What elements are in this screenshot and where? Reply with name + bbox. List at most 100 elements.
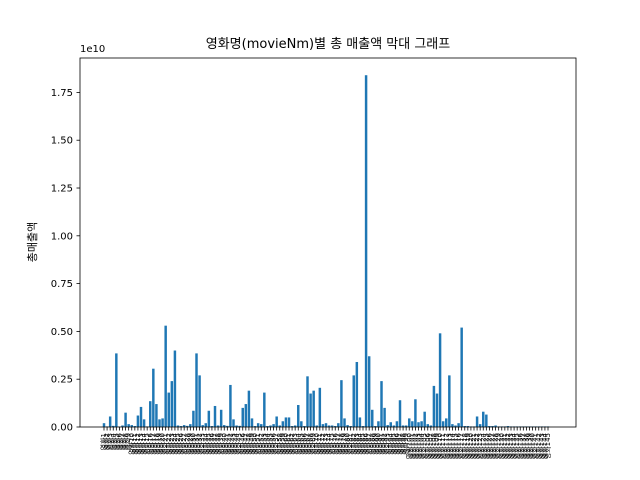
x-tick-label: 영화76 [330, 432, 339, 454]
x-tick-label: 영화37 [210, 433, 219, 455]
x-tick-label: 영화96 [392, 432, 401, 454]
bar [371, 409, 374, 427]
y-tick-label: 1.25 [51, 184, 73, 195]
bar [158, 419, 161, 427]
bar [327, 425, 331, 427]
y-offset-label: 1e10 [80, 44, 105, 55]
bar [414, 399, 417, 427]
x-tick-label: 영화101 [407, 433, 416, 459]
bar [438, 333, 442, 427]
bar [133, 426, 137, 427]
bar [482, 411, 485, 427]
bar [281, 421, 285, 427]
bar [198, 375, 201, 427]
bar [269, 425, 272, 427]
bar [303, 426, 306, 427]
bar [432, 385, 436, 427]
bar [127, 424, 130, 427]
x-tick-label: 영화102 [410, 433, 419, 459]
bar [266, 426, 269, 427]
x-tick-label: 영화137 [518, 433, 527, 459]
bar [176, 425, 180, 427]
bar [130, 425, 133, 427]
x-tick-label: 영화6 [114, 432, 123, 450]
x-tick-label: 영화83 [352, 433, 361, 455]
x-tick-label: 영화69 [309, 433, 318, 455]
x-tick-label: 영화131 [500, 433, 509, 459]
x-tick-label: 영화72 [318, 433, 327, 455]
bar [435, 393, 439, 427]
y-tick-label: 1.00 [51, 231, 73, 242]
x-tick-label: 영화71 [315, 433, 324, 455]
bar [306, 376, 309, 427]
x-tick-label: 영화116 [454, 432, 463, 459]
x-tick-label: 영화8 [121, 433, 130, 450]
x-tick-label: 영화112 [441, 433, 450, 459]
x-tick-label: 영화42 [225, 433, 234, 455]
x-tick-label: 영화90 [373, 433, 382, 455]
bar [210, 426, 214, 427]
x-tick-label: 영화97 [395, 433, 404, 455]
x-tick-label: 영화103 [414, 433, 423, 459]
y-tick-label: 0.25 [51, 375, 73, 386]
y-tick-label: 1.50 [51, 136, 73, 147]
y-axis-label: 총매출액 [26, 222, 39, 262]
bar [149, 401, 152, 427]
bar [441, 421, 445, 427]
bar [386, 425, 389, 427]
x-tick-label: 영화41 [222, 433, 231, 455]
bar [417, 422, 420, 427]
bar [263, 392, 266, 427]
x-tick-label: 영화114 [447, 432, 456, 459]
bar [408, 418, 411, 427]
bar [284, 417, 288, 427]
x-tick-label: 영화67 [303, 433, 312, 455]
bar [334, 426, 337, 427]
x-tick-label: 영화13 [136, 433, 145, 455]
x-tick-label: 영화17 [148, 433, 157, 455]
bar [361, 426, 365, 427]
bar [244, 404, 248, 427]
x-tick-label: 영화122 [472, 433, 481, 459]
chart-title: 영화명(movieNm)별 총 매출액 막대 그래프 [206, 37, 451, 52]
x-tick-label: 영화86 [361, 432, 370, 454]
x-tick-label: 영화100 [404, 433, 413, 459]
x-tick-label: 영화140 [528, 433, 537, 459]
bar [290, 426, 294, 427]
x-tick-label: 영화143 [537, 433, 546, 459]
x-tick-label: 영화51 [253, 433, 262, 455]
x-tick-label: 영화44 [232, 432, 241, 454]
x-tick-label: 영화113 [444, 433, 453, 459]
x-tick-label: 영화144 [540, 432, 549, 459]
bar [250, 418, 254, 427]
x-tick-label: 영화98 [398, 433, 407, 455]
x-tick-label: 영화61 [284, 433, 293, 455]
x-tick-label: 영화107 [426, 433, 435, 459]
bar [213, 405, 217, 427]
bar [389, 422, 392, 427]
x-tick-label: 영화4 [108, 432, 117, 450]
x-tick-label: 영화60 [281, 433, 290, 455]
x-tick-label: 영화92 [380, 433, 389, 455]
bar [346, 425, 349, 427]
bar [139, 406, 143, 427]
x-tick-label: 영화108 [429, 433, 438, 459]
x-tick-label: 영화77 [333, 433, 342, 455]
x-tick-label: 영화136 [515, 432, 524, 459]
x-tick-label: 영화1 [99, 433, 108, 450]
x-tick-label: 영화7 [118, 433, 127, 450]
y-tick-label: 1.75 [51, 88, 73, 99]
bar [136, 415, 140, 427]
x-tick-label: 영화111 [438, 433, 447, 459]
bar [318, 387, 322, 427]
bar [256, 423, 260, 427]
x-tick-label: 영화130 [497, 433, 506, 459]
x-tick-label: 영화54 [262, 432, 271, 454]
x-tick-label: 영화59 [278, 433, 287, 455]
bar [297, 405, 300, 427]
x-tick-label: 영화79 [340, 433, 349, 455]
bar [293, 425, 297, 427]
bar [275, 416, 278, 427]
bar [164, 325, 167, 427]
